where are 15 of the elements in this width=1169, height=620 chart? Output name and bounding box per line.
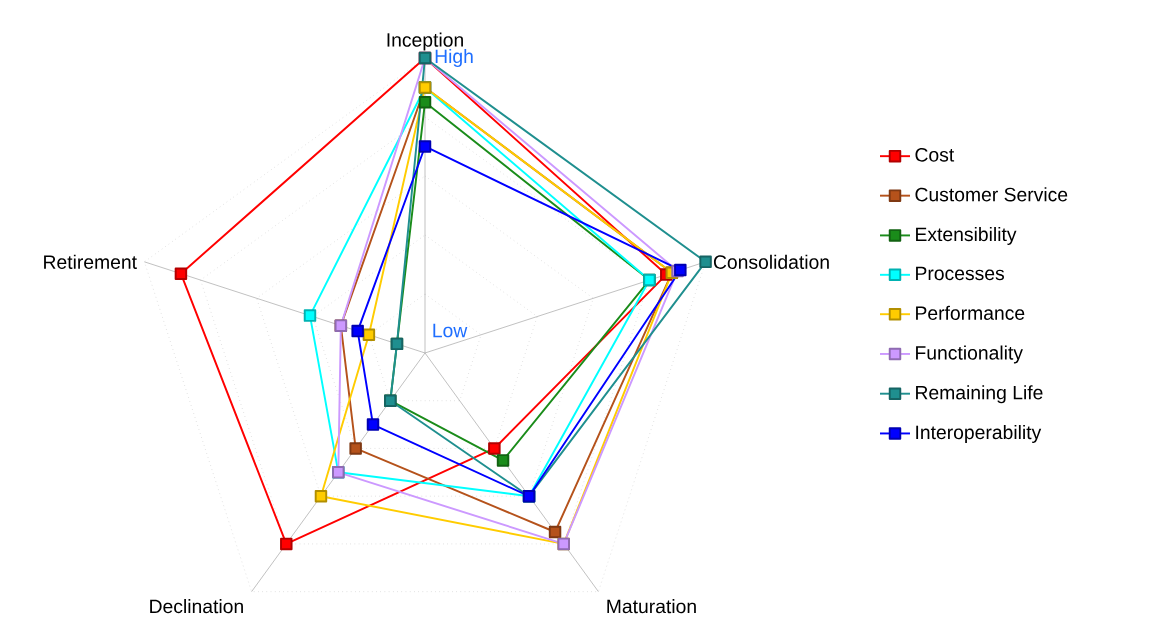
legend-label: Extensibility (916, 226, 1017, 245)
legend-label: Processes (916, 266, 1005, 281)
spoke-label: Consolidation (713, 254, 829, 269)
text: Low (433, 323, 468, 338)
spoke-label: Declination (150, 598, 243, 614)
spoke-label: Retirement (44, 254, 137, 269)
legend-label: Remaining Life (916, 385, 1043, 404)
legend-label: Customer Service (915, 187, 1068, 202)
legend-label: Functionality (916, 345, 1023, 364)
spoke-label: Maturation (607, 598, 696, 614)
legend-label: Cost (915, 147, 955, 162)
legend-label: Performance (916, 305, 1025, 320)
legend-label: Interoperability (916, 424, 1042, 443)
spoke-label: Inception (387, 32, 463, 51)
text: High (435, 48, 473, 67)
